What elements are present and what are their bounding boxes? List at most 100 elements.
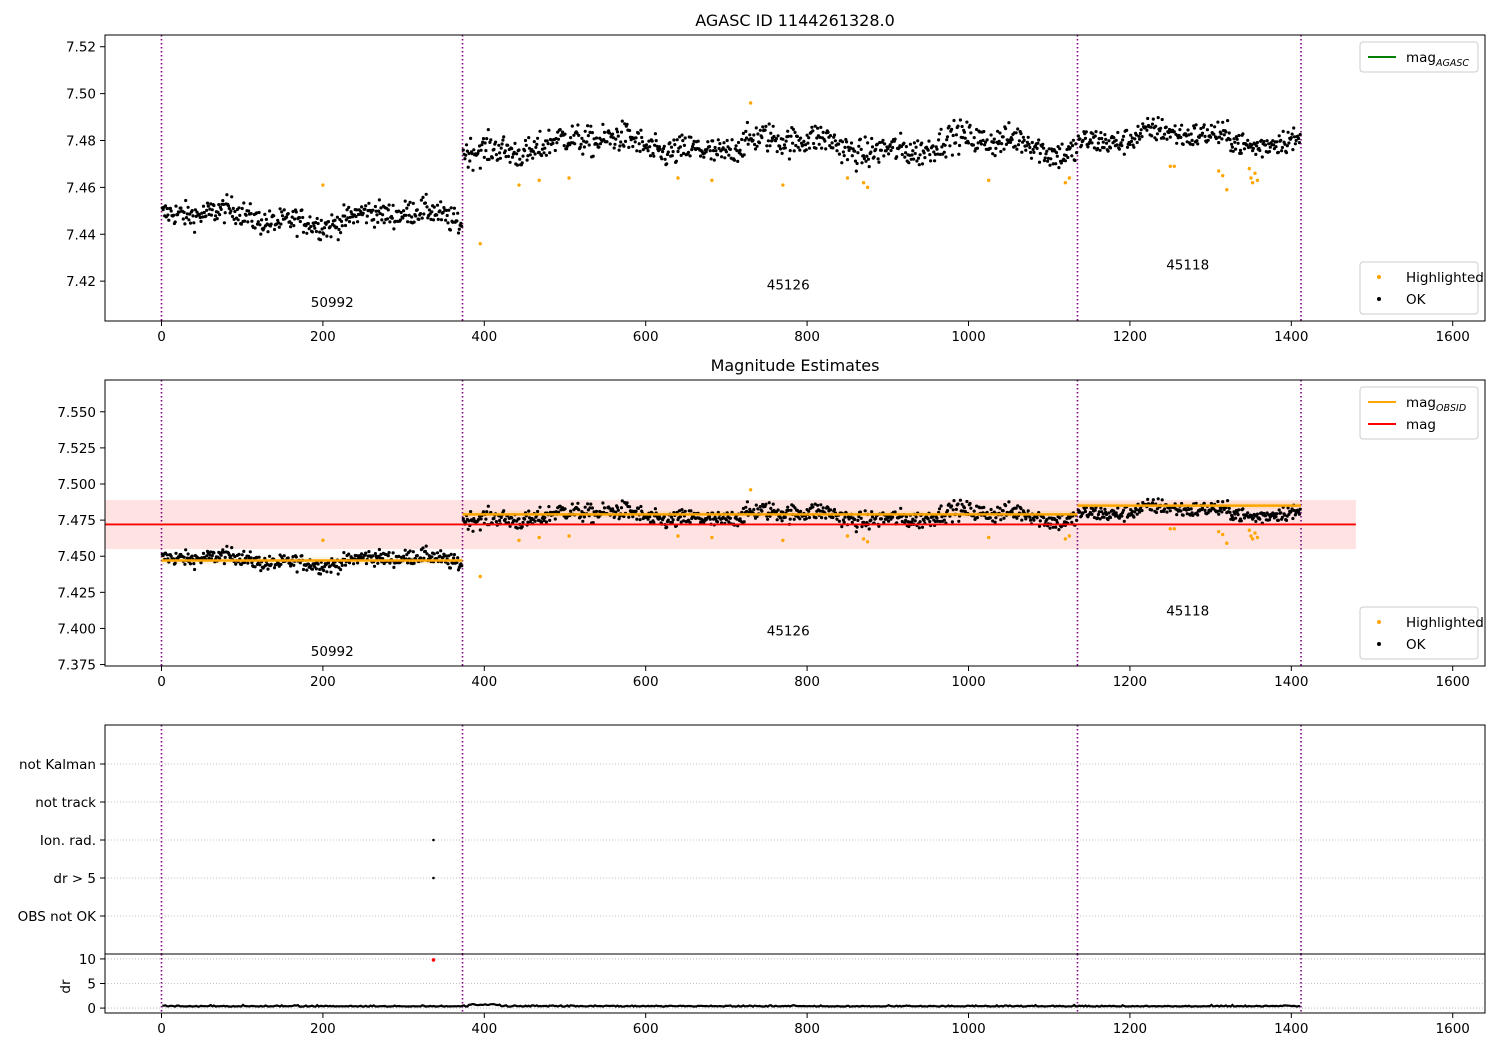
ok-point: [776, 134, 780, 138]
ok-point: [1108, 146, 1113, 150]
ok-point: [819, 125, 823, 129]
ok-point: [403, 548, 407, 552]
ok-point: [628, 505, 632, 509]
ok-point: [854, 530, 858, 534]
ok-point: [983, 143, 987, 147]
ok-point: [1090, 141, 1094, 145]
ok-point: [1228, 510, 1232, 514]
ok-point: [1167, 130, 1171, 135]
ok-point: [444, 208, 448, 212]
ok-point: [654, 139, 658, 143]
ok-point: [1230, 145, 1234, 149]
highlighted-point: [567, 176, 571, 180]
ok-point: [961, 509, 965, 513]
ok-point: [823, 139, 827, 143]
ok-point: [748, 133, 752, 137]
ok-point: [879, 517, 884, 521]
ok-point: [1195, 139, 1199, 143]
legend-subscript: OBSID: [1436, 403, 1466, 414]
ok-point: [859, 516, 863, 520]
ok-point: [863, 135, 867, 139]
ok-point: [1049, 157, 1053, 161]
ok-point: [744, 129, 748, 133]
ok-point: [791, 127, 796, 131]
obsid-label: 50992: [311, 644, 354, 660]
ok-point: [922, 151, 926, 155]
ok-point: [494, 520, 498, 524]
ok-point: [587, 143, 591, 147]
chart-title: AGASC ID 1144261328.0: [695, 11, 895, 30]
ok-point: [707, 515, 712, 519]
highlighted-point: [1221, 532, 1225, 537]
ok-point: [301, 567, 306, 572]
ok-point: [617, 148, 621, 152]
ok-point: [276, 218, 280, 222]
ok-point: [1254, 519, 1258, 524]
ok-point: [1255, 144, 1259, 148]
ok-point: [576, 123, 580, 127]
ok-point: [335, 215, 339, 219]
ok-point: [893, 137, 897, 141]
ok-point: [723, 156, 727, 160]
ok-point: [257, 210, 261, 215]
ok-point: [1189, 132, 1193, 136]
ok-point: [408, 549, 412, 553]
ok-point: [1168, 135, 1172, 139]
ok-point: [952, 118, 956, 123]
ok-point: [581, 519, 585, 523]
ok-point: [1209, 135, 1213, 139]
ok-point: [340, 224, 344, 228]
ok-point: [292, 224, 296, 228]
legend-label: OK: [1406, 292, 1427, 308]
ok-point: [820, 146, 824, 150]
ok-point: [1138, 137, 1142, 141]
ok-point: [208, 553, 212, 557]
ok-point: [1145, 128, 1149, 132]
ok-point: [318, 238, 323, 242]
ok-point: [531, 156, 535, 160]
ok-point: [1138, 510, 1142, 514]
ok-point: [947, 124, 951, 128]
ok-point: [1059, 161, 1063, 165]
highlighted-point: [1172, 164, 1176, 168]
ok-point: [492, 516, 496, 521]
ok-point: [615, 127, 619, 131]
ok-point: [904, 518, 908, 523]
ok-point: [1283, 142, 1287, 146]
ok-point: [322, 568, 326, 573]
ok-point: [1104, 137, 1108, 141]
ok-point: [1016, 504, 1020, 508]
ok-point: [452, 212, 456, 216]
ok-point: [479, 148, 483, 152]
ok-point: [912, 141, 917, 145]
ok-point: [1255, 140, 1259, 145]
ok-point: [1096, 516, 1100, 520]
ok-point: [1229, 149, 1233, 153]
ok-point: [464, 153, 468, 157]
ok-point: [742, 520, 746, 524]
ok-point: [975, 127, 979, 132]
ok-point: [837, 519, 842, 523]
ok-point: [899, 506, 903, 510]
ok-point: [563, 132, 567, 136]
ok-point: [543, 146, 547, 150]
ok-point: [188, 562, 193, 566]
ok-point: [347, 220, 352, 224]
ok-point: [213, 218, 217, 222]
ok-point: [1260, 155, 1264, 159]
ok-point: [1015, 147, 1019, 151]
ok-point: [575, 131, 579, 135]
ok-point: [658, 147, 662, 151]
ok-point: [900, 152, 904, 157]
ok-point: [690, 145, 695, 149]
ok-point: [406, 561, 410, 565]
ok-point: [721, 146, 725, 150]
ok-point: [242, 201, 246, 205]
ok-point: [969, 506, 973, 510]
ok-point: [1071, 144, 1075, 148]
ok-point: [1099, 506, 1103, 510]
ok-point: [1103, 133, 1107, 137]
ok-point: [1160, 117, 1164, 122]
ok-point: [803, 143, 808, 147]
ok-point: [840, 525, 844, 529]
